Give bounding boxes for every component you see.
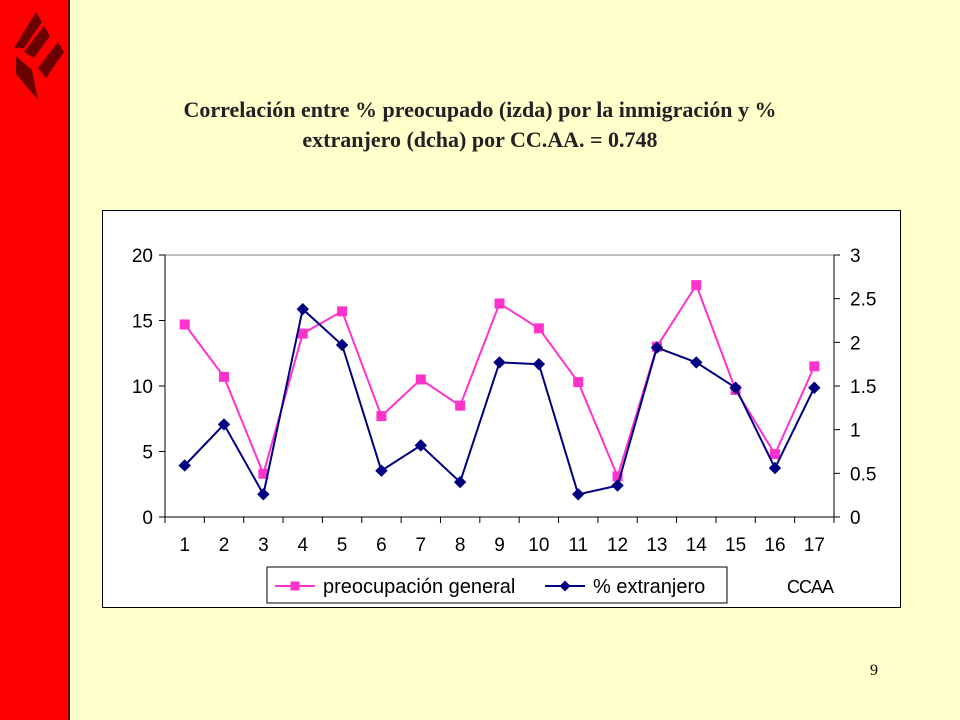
slide-title-line-1: Correlación entre % preocupado (izda) po… xyxy=(183,97,777,122)
extranjero-point xyxy=(611,479,624,492)
extranjero-point xyxy=(729,381,742,394)
y-right-tick-label: 0.5 xyxy=(850,464,876,485)
series-line-preocupacion xyxy=(183,282,816,480)
extranjero-point xyxy=(178,459,191,472)
extranjero-point xyxy=(335,338,349,352)
y-right-tick-label: 2.5 xyxy=(850,290,876,311)
extranjero-point xyxy=(532,357,546,371)
x-tick-label: 15 xyxy=(725,535,746,556)
preocupacion-point xyxy=(297,328,308,339)
x-tick-label: 1 xyxy=(179,535,190,556)
extranjero-point xyxy=(808,381,821,394)
preocupacion-point xyxy=(219,371,230,382)
x-tick-label: 14 xyxy=(686,535,708,556)
y-left-tick-label: 20 xyxy=(132,246,153,267)
x-tick-label: 3 xyxy=(258,535,269,556)
preocupacion-point xyxy=(573,377,584,388)
legend-marker-preocupacion xyxy=(290,581,300,591)
extranjero-point xyxy=(375,464,388,477)
y-right-tick-label: 0 xyxy=(850,508,861,529)
y-right-tick-label: 1 xyxy=(850,421,861,442)
extranjero-point xyxy=(650,341,664,354)
page-number: 9 xyxy=(870,662,878,679)
y-right-tick-label: 1.5 xyxy=(850,377,876,398)
extranjero-point xyxy=(296,302,309,316)
x-tick-label: 17 xyxy=(804,535,825,556)
x-tick-label: 16 xyxy=(764,535,785,556)
y-left-tick-label: 15 xyxy=(132,312,153,333)
x-tick-label: 6 xyxy=(376,535,387,556)
x-tick-label: 2 xyxy=(219,535,230,556)
side-accent-band xyxy=(0,0,70,720)
preocupacion-point xyxy=(179,319,190,330)
legend-box xyxy=(266,566,728,604)
slide-title: Correlación entre % preocupado (izda) po… xyxy=(70,95,890,155)
x-axis-label: CCAA xyxy=(787,577,834,597)
preocupacion-point xyxy=(376,411,387,422)
extranjero-point xyxy=(690,356,703,369)
preocupacion-point xyxy=(691,280,702,291)
extranjero-point xyxy=(571,488,585,501)
x-tick-label: 12 xyxy=(607,535,628,556)
preocupacion-point xyxy=(337,306,348,317)
extranjero-point xyxy=(453,475,467,489)
x-tick-label: 9 xyxy=(494,535,505,556)
y-left-tick-label: 0 xyxy=(142,508,153,529)
x-tick-label: 11 xyxy=(568,535,588,556)
x-tick-label: 13 xyxy=(646,535,667,556)
brand-logo-icon xyxy=(14,12,64,100)
preocupacion-point xyxy=(809,361,820,372)
preocupacion-point xyxy=(455,400,466,411)
legend-label-preocupacion: preocupación general xyxy=(323,576,515,598)
x-tick-label: 10 xyxy=(528,535,549,556)
preocupacion-point xyxy=(415,374,426,385)
series-line-extranjero xyxy=(183,307,816,498)
extranjero-point xyxy=(493,356,506,369)
slide-title-line-2: extranjero (dcha) por CC.AA. = 0.748 xyxy=(302,127,658,152)
extranjero-point xyxy=(217,418,231,431)
legend-marker-extranjero xyxy=(559,580,571,592)
extranjero-point xyxy=(768,461,782,475)
extranjero-point xyxy=(414,439,428,452)
preocupacion-point xyxy=(769,449,780,460)
x-tick-label: 7 xyxy=(416,535,427,556)
chart-container: 0 5 10 15 20 0 0.5 1 1.5 2 2.5 3 1 2 3 4 5 6 7 8 9 10 11 12 13 14… xyxy=(102,210,901,608)
preocupacion-point xyxy=(494,298,505,309)
extranjero-point xyxy=(257,488,270,501)
y-right-tick-label: 3 xyxy=(850,246,861,267)
x-tick-label: 4 xyxy=(297,535,308,556)
y-right-tick-label: 2 xyxy=(850,333,861,354)
y-left-tick-label: 5 xyxy=(142,443,153,464)
y-left-tick-label: 10 xyxy=(132,377,153,398)
legend-label-extranjero: % extranjero xyxy=(593,576,705,598)
preocupacion-point xyxy=(533,323,544,334)
x-tick-label: 8 xyxy=(455,535,466,556)
x-tick-label: 5 xyxy=(337,535,348,556)
